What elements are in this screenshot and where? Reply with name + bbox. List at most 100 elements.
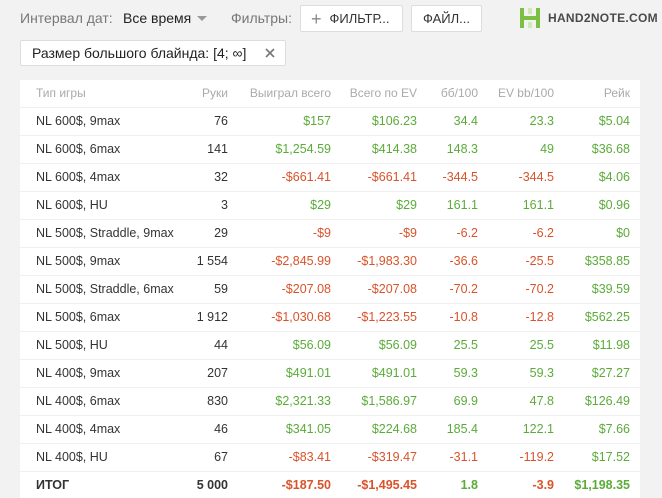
chevron-down-icon[interactable] [197,16,207,21]
plus-icon: + [311,8,322,29]
filters-label: Фильтры: [231,10,292,26]
table-cell: 46 [191,415,238,444]
table-cell: $29 [341,191,427,220]
add-filter-button[interactable]: + ФИЛЬТР... [300,5,403,32]
game-type-cell: NL 600$, 9max [20,107,191,136]
game-type-cell: NL 500$, 9max [20,247,191,276]
table-cell: $27.27 [564,359,640,388]
table-cell: -344.5 [427,163,488,192]
table-row[interactable]: NL 600$, 6max 141 $1,254.59 $414.38 148.3 49 $… [20,135,640,164]
game-type-cell: NL 600$, HU [20,191,191,220]
column-header[interactable]: Рейк [564,80,640,108]
game-type-cell: NL 500$, Straddle, 6max [20,275,191,304]
active-filter-label: Размер большого блайнда: [4; ∞] [32,45,247,61]
table-cell: -$187.50 [281,478,331,493]
table-row[interactable]: NL 600$, 4max 32 -$661.41 -$661.41 -344.5 -34… [20,163,640,192]
game-type-cell: NL 500$, HU [20,331,191,360]
table-cell: $7.66 [564,415,640,444]
logo-text: HAND2NOTE.COM [548,11,658,25]
total-label: ИТОГ [36,478,70,493]
table-cell: -$207.08 [341,275,427,304]
file-button-label: ФАЙЛ... [423,11,470,26]
table-cell: -119.2 [488,443,564,472]
table-cell: $106.23 [341,107,427,136]
table-cell: -70.2 [488,275,564,304]
table-cell: 1 912 [191,303,238,332]
table-cell: 44 [191,331,238,360]
hand2note-logo: HAND2NOTE.COM [518,6,658,30]
table-row[interactable]: NL 500$, Straddle, 9max 29 -$9 -$9 -6.2 -6.2 $… [20,219,640,248]
table-row[interactable]: NL 500$, 6max 1 912 -$1,030.68 -$1,223.55 -1… [20,303,640,332]
column-header[interactable]: Тип игры [20,80,191,108]
table-cell: 67 [191,443,238,472]
table-cell: $4.06 [564,163,640,192]
table-cell: -36.6 [427,247,488,276]
game-type-cell: NL 600$, 4max [20,163,191,192]
table-cell: 59.3 [488,359,564,388]
close-icon[interactable] [263,46,277,60]
table-cell: 34.4 [427,107,488,136]
active-filter-chip[interactable]: Размер большого блайнда: [4; ∞] [20,40,286,66]
table-row[interactable]: NL 500$, Straddle, 6max 59 -$207.08 -$207.0… [20,275,640,304]
table-cell: $5.04 [564,107,640,136]
game-type-cell: NL 500$, Straddle, 9max [20,219,191,248]
table-cell: 47.8 [488,387,564,416]
table-row[interactable]: NL 400$, 4max 46 $341.05 $224.68 185.4 122.1 $… [20,415,640,444]
game-type-cell: NL 600$, 6max [20,135,191,164]
table-cell: -6.2 [488,219,564,248]
table-cell: $56.09 [341,331,427,360]
table-cell: $491.01 [341,359,427,388]
table-cell: -3.9 [532,478,554,493]
table-cell: $358.85 [564,247,640,276]
table-cell: $11.98 [564,331,640,360]
table-cell: $157 [238,107,341,136]
table-cell: -344.5 [488,163,564,192]
date-interval-select[interactable]: Все время [123,10,192,26]
column-header[interactable]: бб/100 [427,80,488,108]
table-cell: -$9 [341,219,427,248]
table-row[interactable]: NL 500$, 9max 1 554 -$2,845.99 -$1,983.30 -3… [20,247,640,276]
table-cell: 161.1 [427,191,488,220]
table-row[interactable]: NL 600$, HU 3 $29 $29 161.1 161.1 $0.96 [20,191,640,220]
table-cell: -$661.41 [238,163,341,192]
table-cell: -25.5 [488,247,564,276]
stats-table: Тип игры Руки Выиграл всего Всего по EV бб/1… [20,80,640,498]
table-cell: $562.25 [564,303,640,332]
table-cell: -$2,845.99 [238,247,341,276]
table-cell: $224.68 [341,415,427,444]
game-type-cell: NL 400$, 6max [20,387,191,416]
add-filter-label: ФИЛЬТР... [329,11,390,26]
table-cell: 122.1 [488,415,564,444]
total-row: ИТОГ 5 000 -$187.50 -$1,495.45 1.8 -3.9 $1,198… [20,471,640,498]
column-header[interactable]: Всего по EV [341,80,427,108]
table-row[interactable]: NL 600$, 9max 76 $157 $106.23 34.4 23.3 $5.04 [20,107,640,136]
table-cell: 830 [191,387,238,416]
table-cell: $491.01 [238,359,341,388]
table-row[interactable]: NL 400$, 9max 207 $491.01 $491.01 59.3 59.3 $2… [20,359,640,388]
table-cell: 69.9 [427,387,488,416]
table-cell: 76 [191,107,238,136]
table-cell: 161.1 [488,191,564,220]
table-cell: $341.05 [238,415,341,444]
table-row[interactable]: NL 400$, HU 67 -$83.41 -$319.47 -31.1 -119.2 $… [20,443,640,472]
table-cell: $29 [238,191,341,220]
table-cell: 148.3 [427,135,488,164]
table-cell: 25.5 [488,331,564,360]
table-cell: -$1,223.55 [341,303,427,332]
table-cell: -6.2 [427,219,488,248]
file-button[interactable]: ФАЙЛ... [411,5,482,32]
table-cell: $1,198.35 [574,478,630,493]
column-header[interactable]: Выиграл всего [238,80,341,108]
table-cell: -31.1 [427,443,488,472]
table-cell: -70.2 [427,275,488,304]
table-cell: $0 [564,219,640,248]
column-header[interactable]: Руки [191,80,238,108]
table-row[interactable]: NL 400$, 6max 830 $2,321.33 $1,586.97 69.9 47… [20,387,640,416]
table-cell: 49 [488,135,564,164]
column-header[interactable]: EV bb/100 [488,80,564,108]
table-cell: -$1,983.30 [341,247,427,276]
table-cell: 5 000 [196,478,228,493]
table-cell: 25.5 [427,331,488,360]
table-row[interactable]: NL 500$, HU 44 $56.09 $56.09 25.5 25.5 $11.98 [20,331,640,360]
toolbar: Интервал дат: Все время Фильтры: + ФИЛЬТ… [0,0,662,36]
